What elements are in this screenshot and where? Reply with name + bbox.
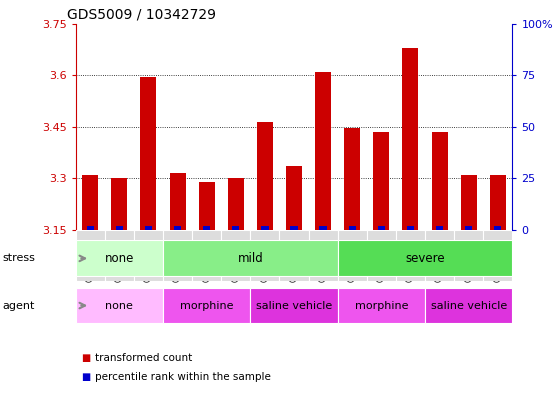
Bar — [436, 226, 443, 230]
Bar — [425, 230, 454, 281]
Text: transformed count: transformed count — [95, 353, 193, 363]
Text: none: none — [105, 252, 134, 265]
Bar — [76, 288, 163, 323]
Bar — [163, 241, 338, 276]
Bar — [490, 175, 506, 230]
Bar — [232, 226, 240, 230]
Bar — [367, 230, 396, 281]
Bar — [465, 226, 472, 230]
Bar — [432, 132, 447, 230]
Bar — [116, 226, 123, 230]
Bar — [338, 241, 512, 276]
Text: agent: agent — [3, 301, 35, 310]
Bar — [228, 178, 244, 230]
Bar — [374, 132, 389, 230]
Bar — [494, 226, 501, 230]
Bar — [203, 226, 211, 230]
Bar — [192, 230, 221, 281]
Bar — [170, 173, 185, 230]
Bar — [407, 226, 414, 230]
Bar — [290, 226, 298, 230]
Bar — [105, 230, 134, 281]
Bar — [250, 288, 338, 323]
Bar — [315, 72, 331, 230]
Bar — [286, 166, 302, 230]
Bar — [111, 178, 127, 230]
Bar — [221, 230, 250, 281]
Bar — [76, 230, 105, 281]
Bar — [174, 226, 181, 230]
Text: ■: ■ — [81, 372, 91, 382]
Bar — [163, 230, 192, 281]
Bar — [425, 288, 512, 323]
Bar — [199, 182, 214, 230]
Bar — [279, 230, 309, 281]
Bar — [144, 226, 152, 230]
Text: severe: severe — [405, 252, 445, 265]
Bar — [261, 226, 268, 230]
Bar — [344, 129, 360, 230]
Text: GDS5009 / 10342729: GDS5009 / 10342729 — [67, 7, 216, 21]
Text: mild: mild — [237, 252, 263, 265]
Bar — [403, 48, 418, 230]
Bar — [87, 226, 94, 230]
Bar — [348, 226, 356, 230]
Text: ■: ■ — [81, 353, 91, 363]
Bar — [134, 230, 163, 281]
Bar — [396, 230, 425, 281]
Bar — [82, 175, 98, 230]
Text: none: none — [105, 301, 133, 310]
Text: morphine: morphine — [180, 301, 234, 310]
Bar — [250, 230, 279, 281]
Text: morphine: morphine — [354, 301, 408, 310]
Text: saline vehicle: saline vehicle — [256, 301, 332, 310]
Bar — [319, 226, 327, 230]
Bar — [338, 288, 425, 323]
Bar — [483, 230, 512, 281]
Text: stress: stress — [3, 253, 36, 263]
Text: percentile rank within the sample: percentile rank within the sample — [95, 372, 271, 382]
Bar — [257, 121, 273, 230]
Bar — [76, 241, 163, 276]
Bar — [338, 230, 367, 281]
Bar — [377, 226, 385, 230]
Text: saline vehicle: saline vehicle — [431, 301, 507, 310]
Bar — [309, 230, 338, 281]
Bar — [141, 77, 156, 230]
Bar — [163, 288, 250, 323]
Bar — [461, 175, 477, 230]
Bar — [454, 230, 483, 281]
